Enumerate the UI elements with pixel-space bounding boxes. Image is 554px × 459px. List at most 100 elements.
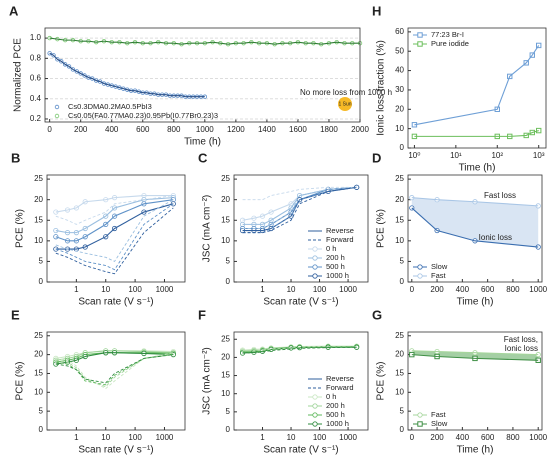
x-tick-label: 200 bbox=[430, 433, 444, 442]
marker bbox=[70, 67, 76, 72]
series-line bbox=[242, 186, 357, 234]
x-tick-label: 200 bbox=[74, 125, 88, 134]
marker bbox=[66, 64, 72, 69]
x-tick-label: 1600 bbox=[289, 125, 307, 134]
x-tick-label: 0 bbox=[47, 125, 52, 134]
x-axis-label: Scan rate (V s⁻¹) bbox=[263, 445, 338, 456]
series-line bbox=[55, 199, 174, 262]
y-tick-label: 10 bbox=[395, 387, 404, 396]
plot-frame bbox=[407, 27, 547, 149]
legend-marker bbox=[312, 264, 318, 270]
series-line bbox=[411, 207, 539, 248]
panel-label: A bbox=[9, 3, 19, 18]
x-tick-label: 400 bbox=[456, 285, 470, 294]
legend-marker bbox=[417, 421, 423, 427]
legend-label: 200 h bbox=[326, 253, 345, 262]
y-tick-label: 0 bbox=[226, 425, 231, 434]
panel-label: F bbox=[198, 307, 206, 322]
y-tick-label: 15 bbox=[395, 369, 404, 378]
loss-area bbox=[411, 350, 539, 361]
annotation: 1 Sun bbox=[338, 101, 351, 107]
x-tick-label: 800 bbox=[167, 125, 181, 134]
series-line bbox=[242, 186, 357, 229]
y-axis-label: PCE (%) bbox=[376, 209, 387, 248]
y-tick-label: 25 bbox=[34, 331, 43, 340]
x-tick-label: 600 bbox=[136, 125, 150, 134]
series-line bbox=[55, 199, 174, 242]
x-tick-label: 1400 bbox=[258, 125, 276, 134]
x-tick-label: 1 bbox=[74, 285, 79, 294]
y-tick-label: 0 bbox=[39, 277, 44, 286]
y-tick-label: 0 bbox=[400, 143, 405, 152]
legend-label: Cs0.05(FA0.77MA0.23)0.95Pb(I0.77Br0.23)3 bbox=[68, 111, 218, 120]
y-tick-label: 0 bbox=[226, 277, 231, 286]
marker bbox=[55, 57, 60, 62]
series-line bbox=[411, 354, 539, 361]
x-tick-label: 1000 bbox=[339, 285, 357, 294]
y-tick-label: 10 bbox=[34, 387, 43, 396]
legend-marker bbox=[417, 412, 423, 418]
x-tick-label: 10¹ bbox=[450, 151, 462, 160]
panel-label: D bbox=[372, 150, 381, 165]
legend-marker bbox=[312, 394, 318, 400]
series-line bbox=[55, 352, 174, 390]
x-tick-label: 800 bbox=[506, 285, 520, 294]
plot-frame bbox=[233, 174, 369, 283]
legend-label: Slow bbox=[431, 419, 448, 428]
legend-marker bbox=[312, 255, 318, 261]
y-tick-label: 0 bbox=[400, 277, 405, 286]
legend-label: 500 h bbox=[326, 410, 345, 419]
x-tick-label: 1000 bbox=[529, 433, 547, 442]
y-tick-label: 10 bbox=[221, 389, 230, 398]
series-line bbox=[55, 354, 174, 384]
series-line bbox=[55, 352, 174, 365]
marker bbox=[62, 62, 68, 67]
annotation: Ionic loss bbox=[479, 233, 512, 242]
legend-label: Pure iodide bbox=[431, 39, 469, 48]
y-tick-label: 5 bbox=[226, 257, 231, 266]
x-tick-label: 1000 bbox=[529, 285, 547, 294]
y-tick-label: 5 bbox=[39, 257, 44, 266]
y-axis-label: PCE (%) bbox=[376, 362, 387, 401]
x-tick-label: 100 bbox=[313, 285, 327, 294]
series-line bbox=[414, 130, 539, 137]
x-tick-label: 0 bbox=[410, 285, 415, 294]
y-tick-label: 20 bbox=[221, 195, 230, 204]
x-tick-label: 1000 bbox=[339, 433, 357, 442]
x-tick-label: 200 bbox=[430, 285, 444, 294]
y-tick-label: 15 bbox=[34, 215, 43, 224]
legend-marker bbox=[312, 273, 318, 279]
legend-marker bbox=[312, 246, 318, 252]
y-tick-label: 5 bbox=[39, 406, 44, 415]
x-tick-label: 400 bbox=[105, 125, 119, 134]
legend-marker bbox=[417, 264, 423, 270]
y-tick-label: 10 bbox=[395, 236, 404, 245]
x-axis-label: Scan rate (V s⁻¹) bbox=[263, 297, 338, 308]
legend-marker bbox=[312, 403, 318, 409]
x-tick-label: 10 bbox=[101, 285, 110, 294]
series-line bbox=[55, 197, 174, 234]
panel-label: E bbox=[11, 307, 20, 322]
y-axis-label: JSC (mA cm⁻²) bbox=[202, 195, 213, 263]
y-tick-label: 20 bbox=[395, 350, 404, 359]
plot-frame bbox=[46, 331, 186, 431]
panel-label: B bbox=[11, 150, 20, 165]
marker bbox=[47, 51, 52, 56]
series-line bbox=[49, 52, 205, 98]
x-tick-label: 1 bbox=[260, 433, 265, 442]
y-axis-label: PCE (%) bbox=[15, 362, 26, 401]
x-tick-label: 100 bbox=[128, 285, 142, 294]
y-tick-label: 0.2 bbox=[30, 114, 42, 123]
x-tick-label: 0 bbox=[410, 433, 415, 442]
legend-label: 77:23 Br-I bbox=[431, 30, 464, 39]
marker bbox=[51, 53, 56, 58]
x-tick-label: 1800 bbox=[320, 125, 338, 134]
legend-marker bbox=[54, 104, 60, 110]
y-tick-label: 15 bbox=[221, 371, 230, 380]
legend-label: 0 h bbox=[326, 392, 336, 401]
y-axis-label: JSC (mA cm⁻²) bbox=[202, 347, 213, 415]
y-tick-label: 20 bbox=[395, 195, 404, 204]
x-axis-label: Scan rate (V s⁻¹) bbox=[78, 297, 153, 308]
annotation: Fast loss, bbox=[504, 335, 538, 344]
